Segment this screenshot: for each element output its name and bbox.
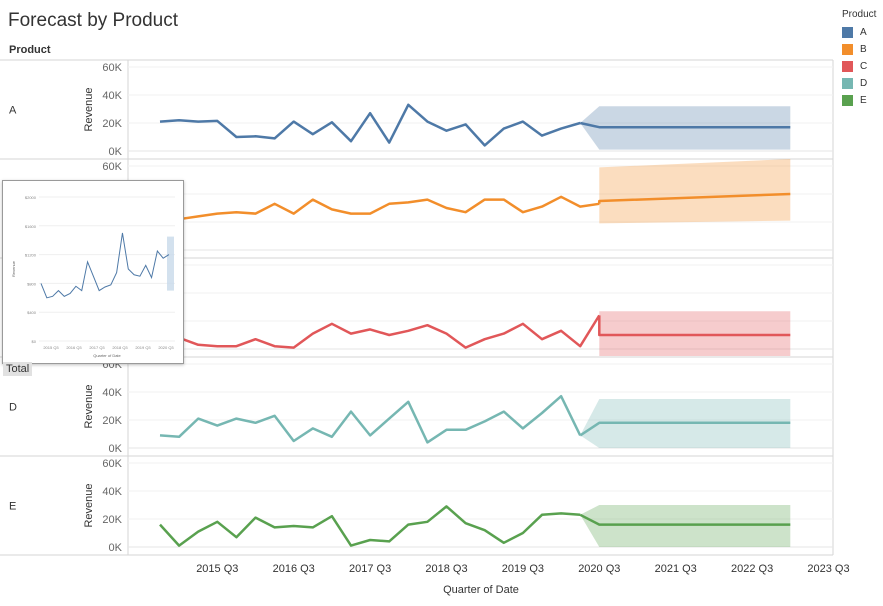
y-tick-label: 20K (102, 118, 122, 130)
legend-label-e: E (860, 95, 867, 106)
legend-swatch-d (842, 78, 853, 89)
actual-line-d (159, 394, 582, 444)
x-tick-label: 2015 Q3 (196, 563, 238, 575)
total-label[interactable]: Total (3, 362, 33, 376)
forecast-line-c (598, 315, 791, 337)
x-tick-label: 2021 Q3 (655, 563, 697, 575)
tooltip-y-tick: $1600 (25, 224, 37, 229)
legend: Product A B C D E (842, 9, 876, 109)
legend-item-b[interactable]: B (842, 41, 876, 58)
tooltip-x-title: Quarter of Date (93, 353, 121, 358)
viz-tooltip: $2000 $1600 $1200 $800 $400 $0 2015 Q3 2016 Q3 2… (2, 180, 184, 364)
tooltip-x-tick: 2018 Q3 (112, 345, 128, 350)
legend-swatch-a (842, 27, 853, 38)
legend-label-b: B (860, 44, 867, 55)
y-tick-label: 40K (102, 387, 122, 399)
x-tick-label: 2019 Q3 (502, 563, 544, 575)
y-axis-title: Revenue (83, 87, 95, 131)
panel-b: 0K20K40K60KRevenueB (0, 158, 833, 257)
tooltip-x-tick: 2020 Q3 (158, 345, 174, 350)
legend-swatch-c (842, 61, 853, 72)
x-tick-label: 2016 Q3 (273, 563, 315, 575)
x-axis-title: Quarter of Date (443, 584, 519, 596)
legend-swatch-b (842, 44, 853, 55)
legend-swatch-e (842, 95, 853, 106)
chart-title: Forecast by Product (8, 10, 179, 31)
row-header-a: A (9, 105, 17, 117)
forecast-line-e (579, 513, 791, 526)
x-tick-label: 2018 Q3 (425, 563, 467, 575)
legend-item-e[interactable]: E (842, 92, 876, 109)
legend-label-a: A (860, 27, 867, 38)
y-tick-label: 0K (109, 443, 123, 455)
x-tick-label: 2022 Q3 (731, 563, 773, 575)
legend-item-a[interactable]: A (842, 24, 876, 41)
y-tick-label: 0K (109, 146, 123, 158)
forecast-line-d (579, 421, 791, 437)
legend-label-c: C (860, 61, 868, 72)
legend-label-d: D (860, 78, 868, 89)
panel-d: 0K20K40K60KRevenueD (0, 356, 833, 455)
tooltip-y-title: Revenue (11, 260, 16, 277)
y-tick-label: 60K (102, 161, 122, 173)
forecast-band-b (599, 159, 791, 224)
tooltip-x-tick: 2016 Q3 (66, 345, 82, 350)
tooltip-y-tick: $400 (27, 310, 37, 315)
y-tick-label: 20K (102, 415, 122, 427)
x-tick-label: 2017 Q3 (349, 563, 391, 575)
legend-title: Product (842, 9, 877, 20)
actual-line-b (159, 195, 600, 222)
forecast-band-c (599, 311, 791, 356)
x-tick-label: 2023 Q3 (807, 563, 849, 575)
y-tick-label: 40K (102, 90, 122, 102)
row-header-e: E (9, 501, 16, 513)
tooltip-y-tick: $1200 (25, 253, 37, 258)
forecast-line-a (579, 121, 791, 129)
tooltip-x-tick: 2019 Q3 (135, 345, 151, 350)
legend-item-c[interactable]: C (842, 58, 876, 75)
tooltip-forecast-band (167, 236, 174, 291)
actual-line-e (159, 505, 581, 547)
panel-e: 0K 20K 40K 60K Revenue E (0, 455, 833, 554)
x-tick-label: 2020 Q3 (578, 563, 620, 575)
forecast-band-e (580, 505, 791, 547)
y-axis-title: Revenue (83, 483, 95, 527)
panel-a: 0K 20K 40K 60K Revenue A (9, 62, 833, 158)
tooltip-x-tick: 2017 Q3 (89, 345, 105, 350)
legend-item-d[interactable]: D (842, 75, 876, 92)
forecast-line-b (598, 192, 791, 204)
y-axis-title: Revenue (83, 384, 95, 428)
tooltip-chart: $2000 $1600 $1200 $800 $400 $0 2015 Q3 2016 Q3 2… (11, 195, 175, 358)
tooltip-y-tick: $0 (32, 339, 37, 344)
y-tick-label: 20K (102, 514, 122, 526)
y-tick-label: 0K (109, 542, 123, 554)
y-tick-label: 60K (102, 62, 122, 74)
row-header-d: D (9, 402, 17, 414)
actual-line-c (159, 314, 601, 349)
pane-header: Product (9, 44, 51, 56)
tooltip-y-tick: $2000 (25, 195, 37, 200)
actual-line-a (159, 103, 581, 147)
y-tick-label: 40K (102, 486, 122, 498)
tooltip-y-tick: $800 (27, 281, 37, 286)
tooltip-x-tick: 2015 Q3 (43, 345, 59, 350)
y-tick-label: 60K (102, 458, 122, 470)
tooltip-line (40, 232, 170, 299)
